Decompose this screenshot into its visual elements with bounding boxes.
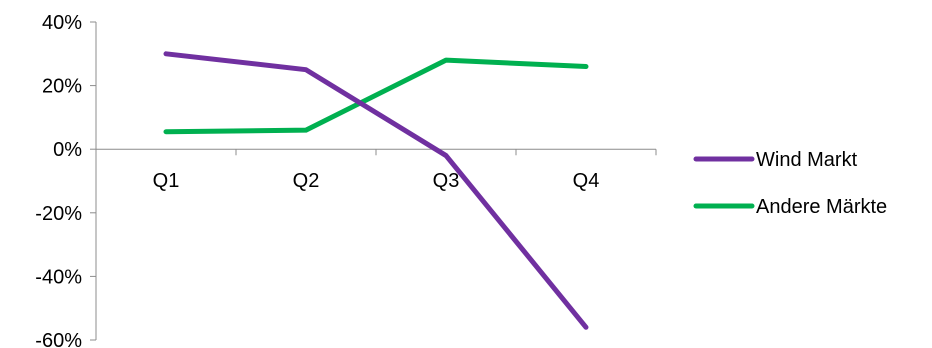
legend-label: Andere Märkte <box>756 196 887 218</box>
series-lines <box>163 51 589 330</box>
series-line-wind-markt <box>163 51 589 330</box>
y-tick-label: 40% <box>42 12 82 34</box>
y-tick-label: 20% <box>42 76 82 98</box>
y-tick-label: -60% <box>35 330 82 348</box>
x-tick-label: Q4 <box>573 170 600 192</box>
legend-label: Wind Markt <box>756 149 858 171</box>
x-tick-label: Q3 <box>433 170 460 192</box>
x-tick-label: Q1 <box>153 170 180 192</box>
x-tick-label: Q2 <box>293 170 320 192</box>
y-tick-label: 0% <box>53 139 82 161</box>
y-tick-label: -40% <box>35 266 82 288</box>
y-tick-label: -20% <box>35 203 82 225</box>
tick-labels: -60% -40% -20% 0% 20% 40% Q1 Q2 Q3 Q4 <box>35 12 599 348</box>
axes <box>90 21 657 341</box>
legend: Wind Markt Andere Märkte <box>693 149 887 218</box>
series-line-andere-maerkte <box>163 57 589 135</box>
